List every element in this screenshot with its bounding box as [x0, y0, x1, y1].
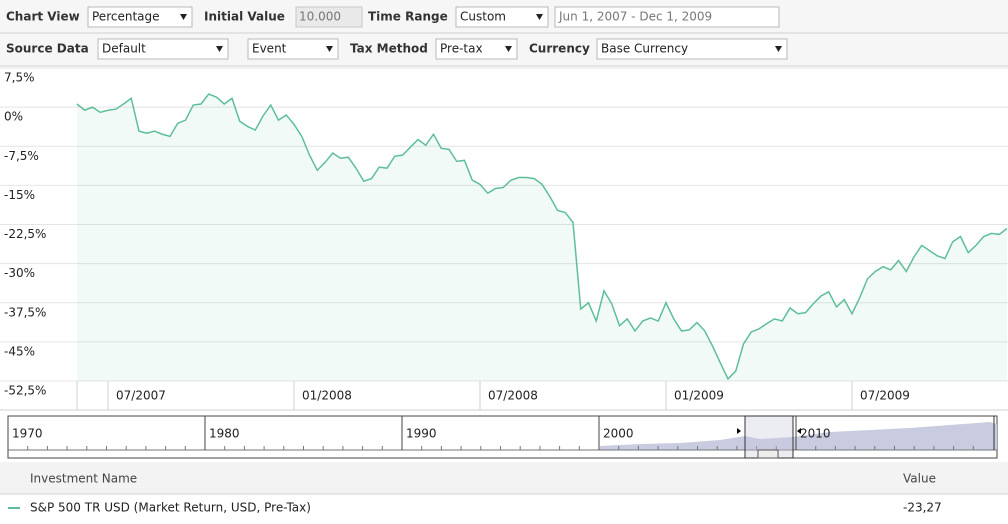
- navigator-year: 1990: [406, 427, 437, 441]
- y-tick-label: -45%: [4, 344, 35, 358]
- line: [76, 93, 1008, 381]
- y-tick-label: -30%: [4, 266, 35, 280]
- x-tick-label: 01/2008: [302, 389, 352, 403]
- y-tick-label: -37,5%: [4, 305, 46, 319]
- label: Chart View: [6, 10, 80, 24]
- dropdown-arrow[interactable]: [326, 46, 333, 52]
- dropdown[interactable]: [455, 6, 549, 28]
- table-header: [0, 462, 1008, 494]
- navigator-area: [600, 422, 997, 450]
- label: Currency: [529, 42, 590, 56]
- dropdown[interactable]: [87, 6, 193, 28]
- dropdown-value[interactable]: Event: [252, 42, 287, 56]
- navigator: 1970 1980 1990 2000 2010: [7, 415, 998, 459]
- dropdown-arrow[interactable]: [775, 46, 782, 52]
- dropdown[interactable]: [596, 38, 788, 60]
- dropdown-value[interactable]: Custom: [460, 10, 506, 24]
- input[interactable]: [554, 6, 780, 28]
- navigator-year: 1980: [209, 427, 240, 441]
- navigator-ticks: 1970 1980 1990 2000 2010: [7, 416, 974, 450]
- x-tick-label: 01/2009: [674, 389, 724, 403]
- input: [295, 6, 363, 28]
- label: Source Data: [6, 42, 89, 56]
- y-tick-label: -15%: [4, 188, 35, 202]
- table-header-cell: Investment Name: [30, 472, 137, 486]
- chart: 7,5% 0% -7,5% -15% -22,5% -30% -37,5% -45% -52,5…: [0, 67, 1008, 410]
- y-tick-label: -52,5%: [4, 384, 46, 398]
- table-cell: -23,27: [903, 501, 942, 515]
- x-tick-label: 07/2008: [488, 389, 538, 403]
- input-value: 10.000: [299, 10, 341, 24]
- navigator-scroll[interactable]: [757, 449, 779, 459]
- label: Initial Value: [204, 10, 285, 24]
- navigator-year: 2000: [603, 427, 634, 441]
- table-header-cell: Value: [903, 472, 936, 486]
- label: Time Range: [368, 10, 448, 24]
- dropdown-arrow[interactable]: [216, 46, 223, 52]
- navigator-year: 2010: [800, 427, 831, 441]
- x-tick-label: 07/2009: [860, 389, 910, 403]
- area: [77, 94, 1007, 381]
- dropdown[interactable]: [247, 38, 339, 60]
- y-tick-label: -22,5%: [4, 227, 46, 241]
- dropdown-value[interactable]: Pre-tax: [440, 42, 483, 56]
- y-tick-label: 0%: [4, 110, 23, 124]
- dropdown-arrow[interactable]: [180, 14, 187, 20]
- y-tick-label: 7,5%: [4, 71, 35, 85]
- table-cell: S&P 500 TR USD (Market Return, USD, Pre-…: [30, 501, 311, 515]
- dropdown-value[interactable]: Percentage: [92, 10, 160, 24]
- y-tick-label: -7,5%: [4, 149, 39, 163]
- dropdown-value[interactable]: Base Currency: [601, 42, 688, 56]
- dropdown[interactable]: [97, 38, 229, 60]
- x-tick-label: 07/2007: [116, 389, 166, 403]
- input-value[interactable]: Jun 1, 2007 - Dec 1, 2009: [558, 10, 712, 24]
- label: Tax Method: [350, 42, 428, 56]
- dropdown[interactable]: [435, 38, 518, 60]
- dropdown-arrow[interactable]: [505, 46, 512, 52]
- navigator-year: 1970: [12, 427, 43, 441]
- dropdown-value[interactable]: Default: [102, 42, 146, 56]
- dropdown-arrow[interactable]: [536, 14, 543, 20]
